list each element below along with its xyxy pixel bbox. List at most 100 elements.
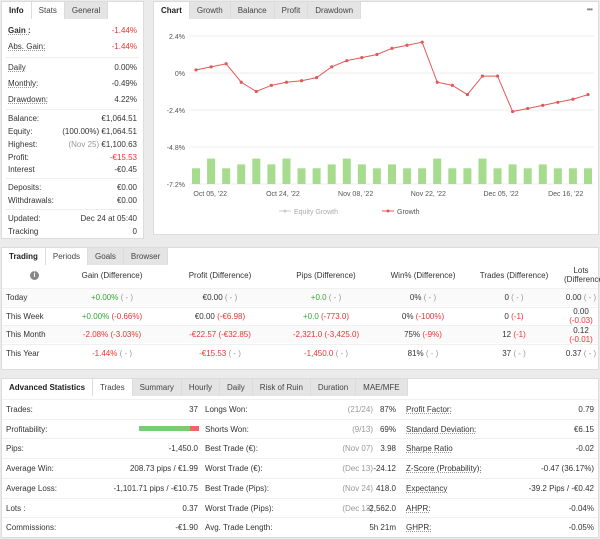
chart-panel: Chart Growth Balance Profit Drawdown •••… bbox=[153, 1, 599, 235]
advanced-stat-row: Average Loss: -1,101.71 pips / -€10.75 Bes… bbox=[2, 477, 598, 498]
tab-advanced-statistics[interactable]: Advanced Statistics bbox=[2, 379, 94, 396]
daily-row: Daily 0.00% bbox=[8, 63, 137, 73]
stat-note: (21/24) bbox=[347, 405, 373, 414]
period-trades_d: ( - ) bbox=[511, 293, 524, 302]
withdrawals-row: Withdrawals: €0.00 bbox=[8, 196, 137, 206]
growth-point bbox=[450, 83, 454, 87]
x-tick-label: Dec 05, '22 bbox=[483, 191, 518, 198]
tab-balance[interactable]: Balance bbox=[230, 2, 275, 19]
interest-label: Interest bbox=[8, 165, 35, 174]
stat-value: 5h 21m bbox=[369, 523, 396, 533]
stat-label: Average Loss: bbox=[6, 483, 57, 493]
deposits-label: Deposits: bbox=[8, 183, 42, 192]
period-trades: 12 bbox=[502, 330, 512, 339]
stat-label: Commissions: bbox=[6, 523, 57, 533]
updated-row: Updated: Dec 24 at 05:40 bbox=[8, 214, 137, 224]
monthly-label: Monthly: bbox=[8, 79, 39, 88]
period-gain_d: ( - ) bbox=[119, 348, 133, 358]
advanced-stat-row: Pips: -1,450.0 Best Trade (€): (Nov 07) 3.98… bbox=[2, 438, 598, 458]
highest-label: Highest: bbox=[8, 140, 38, 149]
header-win: Win% (Difference) bbox=[390, 270, 456, 280]
profit-value: -€15.53 bbox=[109, 153, 137, 162]
advanced-stat-row: Average Win: 208.73 pips / €1.99 Worst Tra… bbox=[2, 458, 598, 478]
account-tabbar: Info Stats General bbox=[2, 2, 143, 19]
tab-periods[interactable]: Periods bbox=[45, 248, 89, 265]
account-panel: Info Stats General Gain : -1.44% Abs. Gai… bbox=[1, 1, 144, 239]
tab-drawdown[interactable]: Drawdown bbox=[308, 2, 362, 19]
period-profit: -€15.53 bbox=[199, 348, 227, 358]
equity-pct: (100.00%) bbox=[62, 127, 100, 136]
info-icon[interactable]: i bbox=[30, 271, 39, 280]
growth-point bbox=[209, 65, 213, 69]
tab-stats[interactable]: Stats bbox=[31, 2, 65, 19]
legend-growth: Growth bbox=[397, 209, 420, 216]
tab-mae-mfe[interactable]: MAE/MFE bbox=[356, 379, 408, 396]
period-profit_d: (-€32.85) bbox=[218, 330, 251, 339]
period-label: This Year bbox=[6, 348, 40, 358]
advanced-stat-row: Trades: 37 Longs Won: (21/24) 87% Profit Fact… bbox=[2, 399, 598, 419]
period-pips: +0.0 bbox=[310, 293, 327, 302]
stat-label: Z-Score (Probability): bbox=[406, 464, 482, 474]
period-gain_d: ( - ) bbox=[120, 293, 134, 302]
legend-equity-marker bbox=[283, 209, 287, 213]
tab-trading[interactable]: Trading bbox=[2, 248, 46, 265]
volume-bar bbox=[508, 164, 517, 184]
tab-goals[interactable]: Goals bbox=[88, 248, 124, 265]
chart-menu-icon[interactable]: ••• bbox=[586, 5, 593, 14]
stat-label: Worst Trade (Pips): bbox=[205, 503, 274, 513]
stat-value: -24.12 bbox=[373, 464, 396, 474]
stat-label: Best Trade (€): bbox=[205, 444, 258, 454]
chart-tabbar: Chart Growth Balance Profit Drawdown bbox=[154, 2, 598, 19]
stat-value: 0.79 bbox=[578, 405, 594, 414]
header-lots: Lots (Difference) bbox=[564, 266, 600, 284]
stat-label: Profitability: bbox=[6, 424, 48, 434]
growth-point bbox=[345, 59, 349, 63]
divider bbox=[6, 178, 139, 179]
tab-growth[interactable]: Growth bbox=[189, 2, 231, 19]
tab-general[interactable]: General bbox=[64, 2, 109, 19]
tab-chart[interactable]: Chart bbox=[154, 2, 190, 19]
tab-info[interactable]: Info bbox=[2, 2, 32, 19]
equity-row: Equity: (100.00%) €1,064.51 bbox=[8, 127, 137, 137]
period-lots_d: ( - ) bbox=[583, 293, 597, 302]
interest-row: Interest -€0.45 bbox=[8, 165, 137, 175]
profitability-bar bbox=[139, 425, 199, 431]
advanced-tabbar: Advanced Statistics Trades Summary Hourl… bbox=[2, 379, 598, 396]
stat-label: Lots : bbox=[6, 503, 26, 513]
balance-label: Balance: bbox=[8, 114, 40, 123]
tab-hourly[interactable]: Hourly bbox=[181, 379, 220, 396]
tracking-label: Tracking bbox=[8, 227, 39, 236]
balance-row: Balance: €1,064.51 bbox=[8, 114, 137, 124]
volume-bar bbox=[418, 168, 427, 184]
tab-daily[interactable]: Daily bbox=[220, 379, 253, 396]
tab-trades[interactable]: Trades bbox=[93, 379, 133, 396]
growth-line bbox=[195, 41, 589, 113]
stat-label: Worst Trade (€): bbox=[205, 464, 263, 474]
tab-profit[interactable]: Profit bbox=[274, 2, 309, 19]
growth-point bbox=[571, 97, 575, 101]
tab-summary[interactable]: Summary bbox=[132, 379, 182, 396]
volume-bar bbox=[493, 168, 502, 184]
stat-note: (Nov 07) bbox=[342, 444, 373, 454]
equity-value: €1,064.51 bbox=[101, 127, 137, 136]
tab-risk-of-ruin[interactable]: Risk of Ruin bbox=[252, 379, 311, 396]
volume-bar bbox=[192, 168, 200, 184]
profit-label: Profit: bbox=[8, 153, 29, 162]
period-trades: 0 bbox=[504, 311, 509, 321]
tab-duration[interactable]: Duration bbox=[310, 379, 357, 396]
divider bbox=[6, 57, 139, 58]
stat-label: Trades: bbox=[6, 405, 33, 414]
stat-label: Profit Factor: bbox=[406, 405, 452, 414]
withdrawals-value: €0.00 bbox=[116, 196, 137, 205]
period-pips: +0.0 bbox=[302, 311, 319, 321]
stat-value: 0.37 bbox=[182, 503, 198, 513]
period-lots_d: (-0.03) bbox=[569, 316, 593, 325]
growth-point bbox=[526, 106, 530, 111]
period-win_d: ( - ) bbox=[423, 293, 437, 302]
updated-label: Updated: bbox=[8, 214, 41, 223]
tab-browser[interactable]: Browser bbox=[123, 248, 169, 265]
daily-label: Daily bbox=[8, 63, 26, 72]
period-lots_d: (-0.01) bbox=[569, 334, 593, 344]
advanced-stat-row: Lots : 0.37 Worst Trade (Pips): (Dec 13) -2,… bbox=[2, 497, 598, 518]
divider bbox=[6, 109, 139, 110]
